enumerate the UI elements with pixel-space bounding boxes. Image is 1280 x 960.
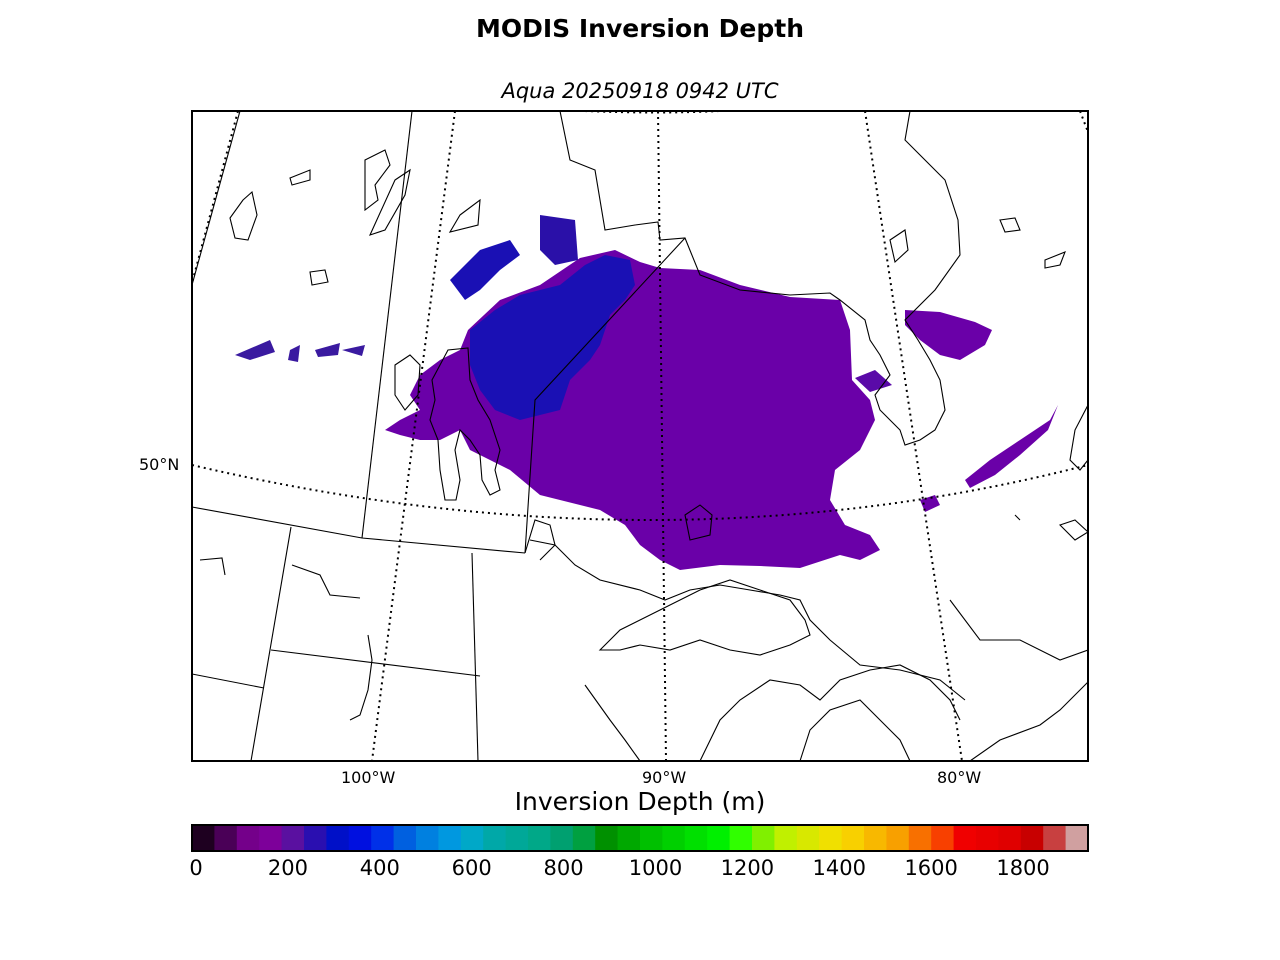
depth-region-hudson-strip — [905, 310, 992, 360]
colorbar-cell — [595, 825, 619, 851]
colorbar-cell — [864, 825, 887, 851]
colorbar-cell — [192, 825, 215, 851]
province-boundary-west — [192, 111, 241, 286]
figure-subtitle: Aqua 20250918 0942 UTC — [501, 79, 779, 103]
lake-nipigon — [684, 504, 713, 541]
colorbar-cell — [438, 825, 462, 851]
atlantic-coast — [969, 681, 1088, 761]
us-state-boundary-nd-mn — [471, 552, 479, 761]
manitoba-ontario-boundary — [524, 237, 686, 554]
colorbar-border — [191, 824, 1089, 852]
colorbar-tick-label: 1800 — [996, 856, 1050, 880]
lake-superior — [598, 579, 811, 656]
colorbar-label: Inversion Depth (m) — [514, 787, 766, 816]
colorbar-cell — [416, 825, 439, 851]
colorbar-cell — [259, 825, 283, 851]
colorbar-cell — [393, 825, 417, 851]
province-boundary-sask-manitoba — [361, 111, 413, 539]
depth-region-blotch-east — [855, 370, 892, 392]
lake-michigan-huron — [584, 664, 961, 761]
meridian-80w — [864, 111, 963, 761]
longitude-label-80w: 80°W — [937, 768, 982, 787]
colorbar-cell — [841, 825, 865, 851]
colorbar-tick-label: 600 — [451, 856, 492, 880]
depth-region-blue — [470, 255, 635, 420]
colorbar-tick-label: 1600 — [904, 856, 958, 880]
colorbar-cell — [617, 825, 641, 851]
colorbar-cell — [908, 825, 932, 851]
us-state-boundary-mt — [192, 673, 265, 689]
rivers-dakotas — [199, 557, 373, 721]
colorbar-cell — [1043, 825, 1067, 851]
meridian-70w — [1079, 111, 1088, 133]
longitude-label-90w: 90°W — [642, 768, 687, 787]
colorbar-cell — [236, 825, 260, 851]
colorbar-cell — [1020, 825, 1044, 851]
colorbar-cell — [796, 825, 820, 851]
colorbar-cell — [483, 825, 507, 851]
meridian-100w — [371, 111, 456, 761]
depth-region-quebec-streak — [965, 405, 1058, 488]
colorbar-cell — [707, 825, 731, 851]
colorbar-cell — [998, 825, 1022, 851]
border-49th-parallel — [192, 506, 526, 554]
figure-title: MODIS Inversion Depth — [475, 14, 805, 43]
colorbar-cell — [752, 825, 775, 851]
islands-hudson-east — [889, 217, 1066, 269]
latitude-label-50n: 50°N — [139, 455, 180, 474]
lake-superior-north-shore — [529, 539, 966, 701]
colorbar-tick-label: 800 — [543, 856, 584, 880]
great-lakes-shoreline-east — [949, 599, 1088, 661]
colorbar-cell — [281, 825, 305, 851]
colorbar-cell — [505, 825, 529, 851]
colorbar-cell — [640, 825, 663, 851]
boundaries — [192, 111, 1088, 761]
us-state-boundary-west — [250, 526, 292, 761]
east-coast-shore — [1014, 514, 1088, 541]
colorbar-cell — [304, 825, 327, 851]
colorbar-cell — [976, 825, 999, 851]
colorbar-tick-label: 1200 — [720, 856, 775, 880]
colorbar-cell — [371, 825, 395, 851]
colorbar-cells — [192, 825, 1089, 851]
colorbar-cell — [729, 825, 753, 851]
colorbar-cell — [528, 825, 551, 851]
lake-winnipeg — [429, 347, 501, 501]
colorbar-tick-label: 1400 — [812, 856, 867, 880]
us-state-boundary-sd — [270, 649, 481, 677]
colorbar-cell — [953, 825, 977, 851]
manitoba-sask-shoreline — [524, 519, 556, 561]
map-panel — [191, 110, 1089, 762]
depth-region-blue-north — [540, 215, 578, 265]
colorbar-cell — [774, 825, 798, 851]
colorbar-cell — [886, 825, 910, 851]
map-frame-border — [191, 110, 1089, 762]
colorbar-cell — [819, 825, 843, 851]
colorbar-cell — [550, 825, 574, 851]
islands-lake-winnipegosis — [394, 354, 421, 411]
quebec-coast — [1069, 404, 1088, 471]
colorbar-cell — [684, 825, 708, 851]
colorbar-cell — [572, 825, 596, 851]
colorbar-cell — [931, 825, 955, 851]
colorbar-tick-label: 1000 — [628, 856, 683, 880]
colorbar-tick-label: 0 — [189, 856, 203, 880]
colorbar-cell — [460, 825, 484, 851]
longitude-label-100w: 100°W — [341, 768, 396, 787]
hudson-bay-coast — [559, 111, 961, 446]
colorbar-cell — [1065, 825, 1089, 851]
parallel-50n — [192, 464, 1088, 521]
inversion-depth-field — [235, 215, 1058, 570]
depth-region-prairie-streak — [235, 340, 365, 362]
colorbar-tick-label: 400 — [359, 856, 400, 880]
colorbar-cell — [348, 825, 372, 851]
colorbar-cell — [662, 825, 686, 851]
depth-region-blue-west — [450, 240, 520, 300]
colorbar-tick-label: 200 — [267, 856, 308, 880]
colorbar-cell — [214, 825, 238, 851]
islands-arctic-west — [229, 149, 481, 286]
colorbar-cell — [326, 825, 350, 851]
meridian-90w — [657, 111, 667, 761]
